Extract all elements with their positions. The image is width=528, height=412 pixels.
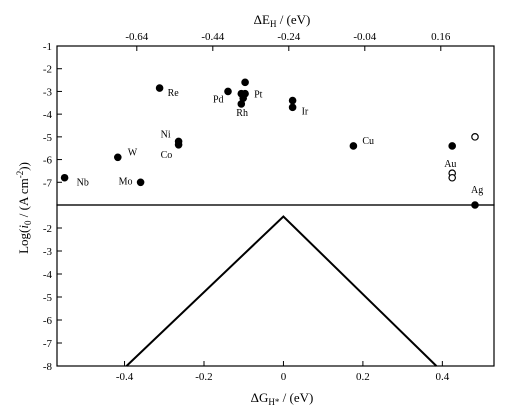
bottom-y-tick-label: -7 <box>43 338 53 350</box>
bottom-y-tick-label: -8 <box>43 361 53 373</box>
top-x-tick-label: 0.16 <box>431 31 451 43</box>
data-point-re <box>155 84 164 92</box>
data-point-nb <box>60 173 69 182</box>
data-point-mo <box>136 178 145 187</box>
data-point <box>241 78 249 87</box>
top-x-axis-title-main: ΔE <box>254 12 270 27</box>
bottom-y-tick-label: -4 <box>43 269 53 281</box>
point-label-au: Au <box>444 159 456 170</box>
bottom-y-tick-label: -5 <box>43 292 53 304</box>
bottom-x-axis-title: ΔGH* / (eV) <box>251 390 314 407</box>
bottom-x-tick-label: 0.2 <box>356 371 370 383</box>
data-point-pd <box>224 87 232 96</box>
bottom-x-axis-title-main: ΔG <box>251 390 269 405</box>
data-point-co <box>174 141 183 149</box>
data-point-w <box>114 153 122 162</box>
top-y-tick-label: -6 <box>43 155 53 167</box>
point-label-cu: Cu <box>362 136 374 147</box>
data-point-rh <box>237 100 246 108</box>
top-x-tick-label: -0.64 <box>125 31 148 43</box>
bottom-y-tick-label: -3 <box>43 246 53 258</box>
top-panel: -0.64 -0.44 -0.24 -0.04 0.16 -1 -2 -3 -4 -5 -6 -7 Nb… <box>43 31 495 209</box>
top-y-tick-label: -5 <box>43 132 53 144</box>
data-point-au <box>448 142 457 150</box>
top-x-axis-title-sub: H <box>270 19 277 29</box>
data-point-ir <box>288 103 297 112</box>
point-label-ni: Ni <box>161 129 171 140</box>
bottom-x-tick-label: 0 <box>281 371 287 383</box>
data-point-pt <box>241 89 249 98</box>
point-label-pt: Pt <box>254 90 263 101</box>
top-y-tick-label: -2 <box>43 64 52 76</box>
top-x-axis-title: ΔEH / (eV) <box>254 12 311 29</box>
top-x-tick-label: -0.24 <box>277 31 300 43</box>
point-label-re: Re <box>168 88 180 99</box>
bottom-x-tick-label: 0.4 <box>435 371 449 383</box>
bottom-x-tick-label: -0.2 <box>195 371 212 383</box>
top-y-tick-label: -4 <box>43 109 53 121</box>
data-point <box>471 133 479 141</box>
top-x-tick-label: -0.04 <box>353 31 376 43</box>
bottom-y-tick-label: -6 <box>43 315 53 327</box>
top-x-tick-label: -0.44 <box>201 31 224 43</box>
top-y-tick-label: -1 <box>43 41 52 53</box>
volcano-line <box>125 215 438 367</box>
bottom-panel: -0.4 -0.2 0 0.2 0.4 -2 -3 -4 -5 -6 -7 -8 <box>43 204 495 383</box>
point-label-co: Co <box>161 150 173 161</box>
data-point <box>448 173 457 182</box>
point-label-w: W <box>128 147 138 158</box>
point-label-nb: Nb <box>77 178 89 189</box>
bottom-x-tick-label: -0.4 <box>116 371 134 383</box>
bottom-x-axis-title-unit: / (eV) <box>279 390 313 405</box>
data-point <box>288 96 297 105</box>
bottom-y-tick-label: -2 <box>43 223 52 235</box>
bottom-plot-frame <box>56 204 495 367</box>
point-label-mo: Mo <box>119 176 133 187</box>
point-label-ag: Ag <box>471 185 483 196</box>
data-point-cu <box>349 142 358 150</box>
top-y-tick-label: -3 <box>43 86 53 98</box>
y-axis-title: Log(i0 / (A cm-2)) <box>15 162 33 254</box>
point-label-pd: Pd <box>213 94 224 105</box>
point-label-rh: Rh <box>236 108 248 119</box>
bottom-x-axis-title-sub: H* <box>268 397 279 407</box>
top-y-tick-label: -7 <box>43 177 53 189</box>
top-x-axis-title-unit: / (eV) <box>276 12 310 27</box>
point-label-ir: Ir <box>302 106 309 117</box>
